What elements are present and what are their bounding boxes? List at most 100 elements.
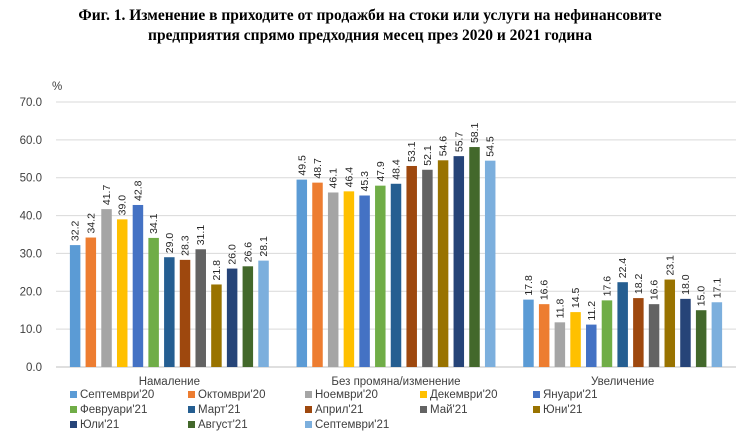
y-tick-label: 30.0 [20, 248, 42, 260]
bar [570, 312, 581, 367]
legend-label: Декември'20 [430, 389, 498, 401]
bar [664, 279, 676, 367]
data-label: 34.1 [148, 213, 160, 234]
data-label: 52.1 [422, 145, 434, 166]
legend-label: Октомври'20 [198, 389, 265, 401]
data-label: 23.1 [664, 255, 676, 276]
data-label: 26.6 [242, 242, 254, 263]
data-label: 28.1 [258, 236, 270, 257]
legend-item: Май'21 [420, 404, 468, 416]
bar [617, 282, 628, 367]
legend-swatch [305, 391, 312, 398]
data-label: 54.6 [438, 136, 450, 157]
x-axis: Намаление Без промяна/изменение Увеличение [139, 376, 655, 388]
data-label: 53.1 [406, 141, 418, 162]
bar [523, 299, 534, 367]
y-axis-label: % [52, 81, 62, 93]
legend-label: Февруари'21 [80, 404, 147, 416]
bar [312, 182, 323, 367]
legend-label: Май'21 [430, 404, 468, 416]
bar [601, 300, 613, 367]
legend-swatch [305, 421, 312, 428]
bar [680, 298, 691, 367]
legend-label: Август'21 [198, 419, 248, 431]
data-label: 34.2 [85, 213, 97, 234]
legend-label: Септември'21 [315, 419, 389, 431]
data-label: 39.0 [117, 195, 129, 216]
bar [226, 268, 238, 367]
y-tick-label: 70.0 [20, 97, 42, 109]
bar [296, 179, 308, 367]
legend-swatch [70, 391, 77, 398]
data-label: 41.7 [101, 185, 113, 206]
data-label: 17.6 [601, 276, 613, 297]
data-label: 11.8 [554, 299, 566, 319]
data-label: 49.5 [296, 155, 308, 176]
y-tick-label: 60.0 [20, 135, 42, 147]
data-label: 47.9 [375, 161, 387, 182]
bar [148, 237, 159, 367]
y-tick-label: 0.0 [26, 362, 42, 374]
category-label: Без промяна/изменение [331, 376, 460, 388]
legend-label: Юли'21 [80, 419, 119, 431]
data-label: 32.2 [70, 221, 82, 242]
legend-swatch [305, 406, 312, 413]
y-axis: 0.0 10.0 20.0 30.0 40.0 50.0 60.0 70.0 [20, 97, 42, 374]
data-labels: 32.2 34.2 41.7 39.042.8 34.1 29.0 28.331.1 21.8… [70, 122, 724, 320]
bar [69, 245, 81, 367]
legend-item: Декември'20 [420, 389, 498, 401]
data-label: 14.5 [570, 288, 582, 309]
data-label: 48.7 [312, 158, 324, 179]
chart-title: Фиг. 1. Изменение в приходите от продажб… [0, 6, 740, 46]
legend-swatch [533, 406, 540, 413]
bar [422, 169, 433, 367]
legend-item: Април'21 [305, 404, 363, 416]
data-label: 28.3 [180, 235, 192, 256]
legend-swatch [188, 406, 195, 413]
bar [101, 209, 112, 367]
legend-item: Септември'21 [305, 419, 389, 431]
category-label: Увеличение [591, 376, 654, 388]
data-label: 46.4 [343, 167, 355, 188]
legend-item: Февруари'21 [70, 404, 147, 416]
bar [406, 165, 417, 367]
legend-swatch [70, 421, 77, 428]
y-tick-label: 50.0 [20, 173, 42, 185]
data-label: 18.0 [680, 274, 692, 295]
legend-item: Август'21 [188, 419, 248, 431]
legend-item: Март'21 [188, 404, 241, 416]
y-tick-label: 10.0 [20, 324, 42, 336]
data-label: 26.0 [227, 244, 239, 265]
data-label: 45.3 [359, 171, 371, 192]
bar [195, 249, 206, 367]
legend-swatch [188, 421, 195, 428]
legend-item: Юни'21 [533, 404, 582, 416]
bar [164, 257, 175, 367]
bar [258, 260, 269, 367]
legend-label: Септември'20 [80, 389, 154, 401]
bar [327, 192, 339, 367]
bar [711, 302, 723, 367]
legend-item: Юли'21 [70, 419, 119, 431]
data-label: 54.5 [485, 136, 497, 157]
legend-label: Март'21 [198, 404, 241, 416]
data-label: 17.8 [523, 275, 535, 296]
chart-title-line-2: предприятия спрямо предходния месец през… [148, 27, 592, 44]
legend-label: Януари'21 [543, 389, 597, 401]
legend-item: Септември'20 [70, 389, 154, 401]
bar [390, 183, 402, 367]
bar [179, 259, 191, 367]
bar [648, 304, 660, 367]
legend-swatch [533, 391, 540, 398]
legend-item: Януари'21 [533, 389, 597, 401]
legend-label: Юни'21 [543, 404, 582, 416]
legend-label: Април'21 [315, 404, 363, 416]
bar [343, 191, 355, 367]
bar [85, 237, 97, 367]
bars [69, 147, 723, 367]
data-label: 16.6 [649, 280, 661, 301]
data-label: 16.6 [539, 280, 551, 301]
bar [359, 195, 370, 367]
legend-swatch [70, 406, 77, 413]
